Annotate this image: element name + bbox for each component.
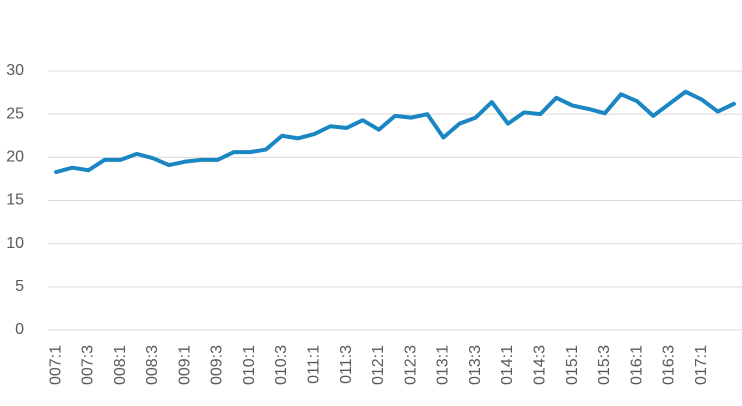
x-tick-label: 012:1: [370, 345, 387, 385]
x-tick-label: 015:3: [596, 345, 613, 385]
x-tick-label: 013:1: [435, 345, 452, 385]
x-tick-label: 007:3: [80, 345, 97, 385]
y-tick-label: 10: [6, 235, 24, 252]
x-tick-label: 011:3: [338, 345, 355, 384]
x-tick-label: 008:3: [144, 345, 161, 385]
y-tick-label: 20: [6, 149, 24, 166]
x-tick-label: 016:3: [661, 345, 678, 385]
x-tick-label: 014:3: [531, 345, 548, 385]
y-tick-label: 30: [6, 62, 24, 79]
y-tick-label: 0: [15, 321, 24, 338]
data-line: [54, 89, 736, 175]
y-tick-label: 15: [6, 192, 24, 209]
x-tick-label: 010:3: [273, 345, 290, 385]
x-tick-label: 009:1: [176, 345, 193, 385]
x-tick-label: 012:3: [402, 345, 419, 385]
x-tick-label: 007:1: [47, 345, 64, 385]
x-tick-label: 008:1: [112, 345, 129, 385]
y-tick-label: 5: [15, 278, 24, 295]
x-tick-label: 016:1: [628, 345, 645, 385]
y-tick-label: 25: [6, 105, 24, 122]
x-tick-label: 015:1: [564, 345, 581, 385]
x-tick-label: 009:3: [209, 345, 226, 385]
x-tick-label: 013:3: [467, 345, 484, 385]
x-tick-label: 010:1: [241, 345, 258, 385]
x-tick-label: 014:1: [499, 345, 516, 385]
x-tick-label: 017:1: [693, 345, 710, 385]
x-tick-label: 011:1: [306, 345, 323, 384]
